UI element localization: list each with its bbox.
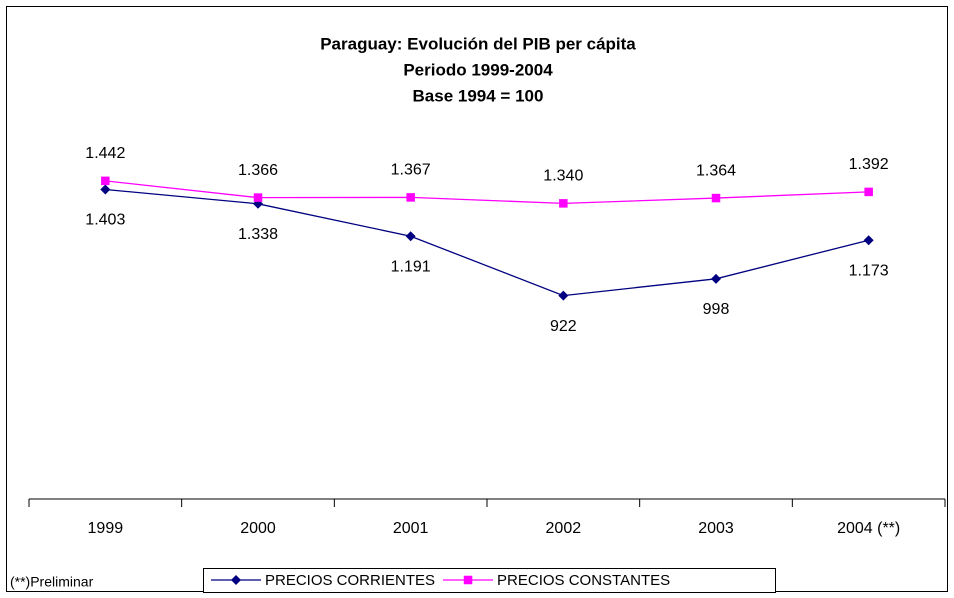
x-tick-label: 1999 (88, 520, 124, 537)
data-point (101, 176, 110, 186)
data-label: 998 (703, 301, 730, 318)
data-point (406, 193, 415, 202)
data-label: 1.392 (849, 156, 889, 173)
series-line (105, 188, 869, 297)
chart-subtitle: Periodo 1999-2004 (403, 60, 553, 79)
data-label: 1.366 (238, 162, 278, 179)
data-label: 922 (550, 318, 577, 335)
data-point (559, 199, 568, 208)
data-point (711, 273, 721, 284)
data-label: 1.364 (696, 162, 736, 179)
data-point (863, 235, 874, 246)
chart-subtitle: Base 1994 = 100 (413, 86, 544, 105)
x-tick-label: 2000 (240, 520, 276, 537)
series-line (105, 180, 869, 205)
footnote: (**)Preliminar (10, 574, 94, 590)
data-label: 1.403 (85, 212, 125, 229)
legend-label: PRECIOS CONSTANTES (497, 572, 670, 589)
data-point (405, 231, 416, 242)
x-tick-label: 2004 (**) (837, 520, 900, 537)
data-label: 1.191 (391, 258, 431, 275)
data-point (864, 187, 873, 197)
data-label: 1.367 (391, 162, 431, 179)
data-label: 1.340 (543, 168, 583, 185)
legend-marker (463, 575, 473, 585)
data-point (253, 193, 263, 202)
data-point (558, 290, 569, 301)
x-tick-label: 2003 (698, 520, 734, 537)
data-point (100, 184, 111, 195)
data-point (711, 193, 721, 203)
legend-marker (231, 575, 241, 585)
chart-title: Paraguay: Evolución del PIB per cápita (320, 34, 636, 53)
legend-label: PRECIOS CORRIENTES (265, 572, 435, 589)
data-label: 1.442 (85, 145, 125, 162)
data-label: 1.338 (238, 226, 278, 243)
data-label: 1.173 (849, 262, 889, 279)
chart-border (6, 6, 948, 592)
x-tick-label: 2001 (393, 520, 429, 537)
x-tick-label: 2002 (546, 520, 582, 537)
